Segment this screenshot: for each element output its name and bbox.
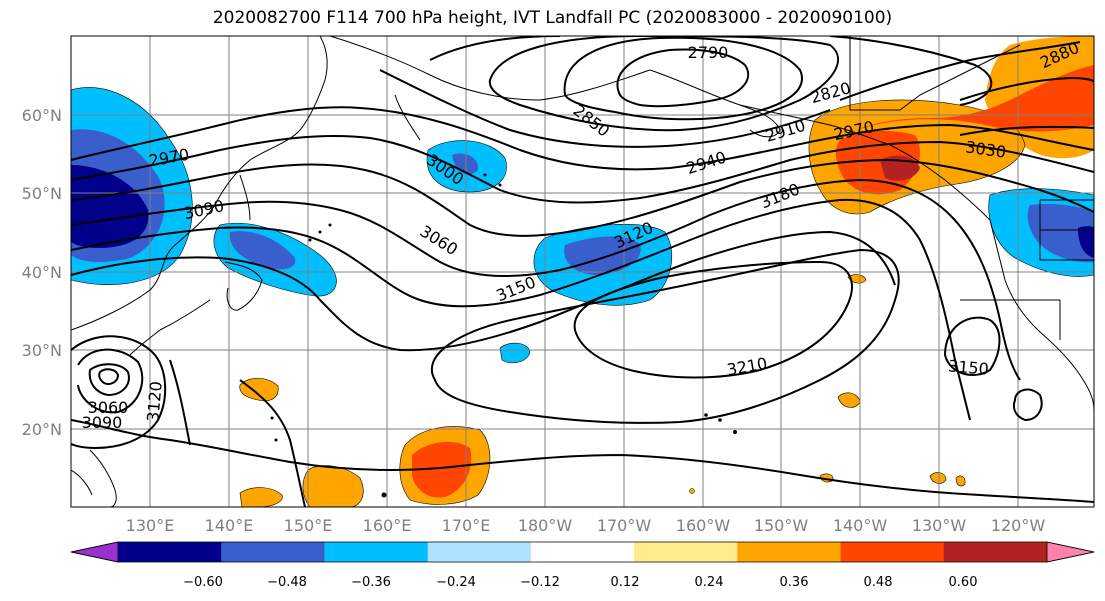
- colorbar-tick-label: 0.12: [611, 575, 640, 590]
- lat-tick-label: 60°N: [22, 106, 62, 125]
- contour-label: 2790: [688, 43, 729, 62]
- contour-label: 3060: [88, 398, 129, 417]
- islands: [270, 173, 737, 498]
- colorbar-extend-max: [1046, 541, 1095, 563]
- contour-label: 3150: [947, 356, 989, 378]
- colorbar-tick-label: −0.36: [351, 575, 391, 590]
- colorbar-segment: [943, 542, 1048, 562]
- lon-ticks: 130°E 140°E 150°E 160°E 170°E 180°W 170°…: [126, 516, 1046, 535]
- lat-tick-label: 50°N: [22, 184, 62, 203]
- colorbar-segment: [530, 542, 635, 562]
- lat-ticks: 60°N 50°N 40°N 30°N 20°N: [22, 106, 62, 439]
- lon-tick-label: 140°E: [205, 516, 254, 535]
- colorbar-tick-label: 0.60: [949, 575, 978, 590]
- lat-tick-label: 30°N: [22, 341, 62, 360]
- lat-tick-label: 20°N: [22, 420, 62, 439]
- lon-tick-label: 160°E: [363, 516, 412, 535]
- colorbar: [70, 541, 1095, 563]
- colorbar-ticks: −0.60 −0.48 −0.36 −0.24 −0.12 0.12 0.24 …: [183, 575, 977, 590]
- colorbar-tick-label: −0.24: [436, 575, 476, 590]
- lon-tick-label: 150°W: [754, 516, 809, 535]
- colorbar-extend-min: [70, 541, 119, 563]
- colorbar-tick-label: 0.48: [864, 575, 893, 590]
- lon-tick-label: 160°W: [676, 516, 731, 535]
- lon-tick-label: 180°W: [518, 516, 573, 535]
- colorbar-segment: [427, 542, 532, 562]
- colorbar-segment: [118, 542, 222, 562]
- figure-title: 2020082700 F114 700 hPa height, IVT Land…: [212, 8, 893, 28]
- colorbar-tick-label: −0.48: [267, 575, 307, 590]
- colorbar-frame: [70, 541, 1095, 563]
- colorbar-tick-label: 0.24: [695, 575, 724, 590]
- lon-tick-label: 150°E: [284, 516, 333, 535]
- colorbar-tick-label: −0.60: [183, 575, 223, 590]
- lon-tick-label: 120°W: [991, 516, 1046, 535]
- contour-labels: 2790 2820 2850 2880 2910 2940 2970 2970 …: [82, 38, 1083, 432]
- lon-tick-label: 170°E: [442, 516, 491, 535]
- colorbar-segment: [221, 542, 325, 562]
- colorbar-segment: [840, 542, 945, 562]
- lon-tick-label: 130°E: [126, 516, 175, 535]
- lat-tick-label: 40°N: [22, 263, 62, 282]
- colorbar-segment: [737, 542, 842, 562]
- height-contours: [71, 36, 1094, 507]
- lon-tick-label: 140°W: [833, 516, 888, 535]
- colorbar-segment: [324, 542, 429, 562]
- colorbar-tick-label: 0.36: [780, 575, 809, 590]
- contour-label: 3120: [143, 380, 165, 422]
- colorbar-segment: [634, 542, 738, 562]
- lon-tick-label: 170°W: [597, 516, 652, 535]
- lon-tick-label: 130°W: [912, 516, 967, 535]
- colorbar-tick-label: −0.12: [520, 575, 560, 590]
- coastlines: [71, 36, 1094, 507]
- contour-label: 3090: [82, 413, 123, 432]
- map-frame: [70, 35, 1095, 508]
